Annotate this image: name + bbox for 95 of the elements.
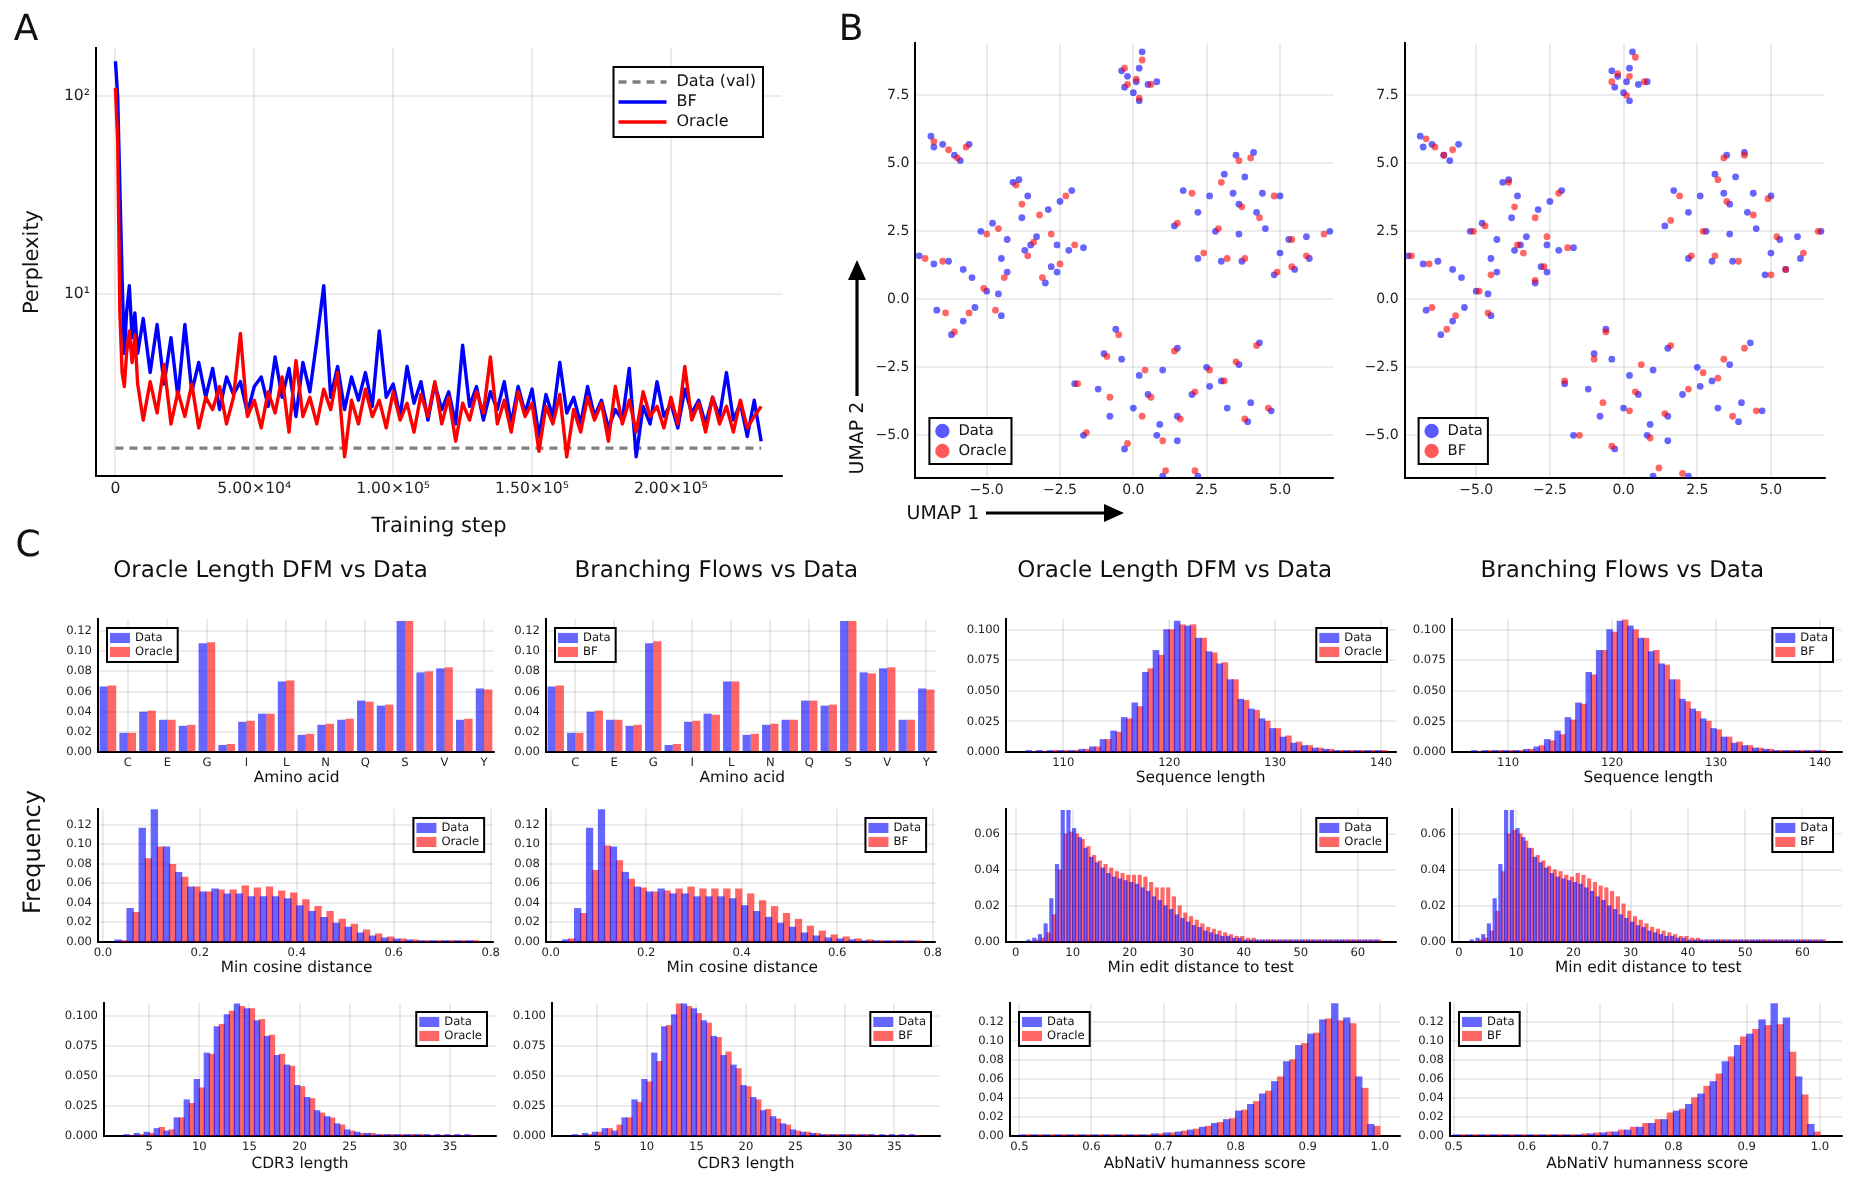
bar (782, 720, 791, 752)
bar (848, 621, 858, 752)
bar (337, 720, 347, 752)
bar (731, 682, 741, 752)
bar (425, 671, 434, 752)
bar (397, 621, 406, 752)
bar (684, 722, 693, 752)
bar (298, 735, 307, 752)
bar (167, 720, 177, 752)
chart-title: Oracle Length DFM vs Data (113, 554, 428, 583)
y-axis-title: Frequency (18, 789, 46, 914)
bar (238, 722, 248, 752)
bar (258, 714, 267, 752)
bar (108, 686, 117, 752)
bar (743, 735, 752, 752)
bar (227, 744, 236, 752)
legend-label: BF (676, 92, 698, 111)
bar (199, 643, 208, 752)
bar (207, 642, 216, 752)
bar (456, 720, 465, 752)
bar (899, 720, 908, 752)
bar (385, 705, 395, 752)
bar (139, 712, 149, 752)
bar (159, 720, 168, 752)
y-axis-title: UMAP 2 (845, 400, 868, 474)
bar (751, 734, 760, 752)
bar (614, 720, 624, 752)
bar (692, 721, 702, 752)
bar (128, 733, 137, 752)
bar (187, 725, 197, 752)
bar (704, 714, 713, 752)
bar (587, 712, 596, 752)
bar (770, 724, 780, 752)
bar (218, 745, 228, 752)
bar (723, 682, 732, 752)
bar (762, 725, 771, 752)
bar (416, 672, 426, 752)
bar (634, 725, 643, 752)
bar (907, 720, 916, 752)
chart-title: Oracle Length DFM vs Data (1017, 554, 1333, 583)
bar (673, 744, 682, 752)
bar (548, 687, 557, 752)
x-axis-title: UMAP 1 (906, 501, 980, 524)
bar (346, 719, 355, 752)
bar (278, 682, 287, 752)
bar (801, 701, 810, 752)
bar (556, 686, 565, 752)
bar (100, 687, 109, 752)
text: C (15, 524, 41, 566)
bar (266, 714, 276, 752)
bar (464, 719, 474, 752)
chart-title: Branching Flows vs Data (574, 554, 859, 583)
bar (645, 643, 654, 752)
bar (484, 690, 494, 752)
bar (829, 705, 838, 752)
bar (377, 706, 386, 752)
y-axis-title: Perplexity (19, 209, 44, 315)
legend-label: Oracle (676, 112, 729, 131)
bar (179, 726, 188, 752)
bar (595, 711, 604, 752)
bar (357, 701, 366, 752)
bar (306, 734, 315, 752)
bar (879, 668, 888, 752)
bar (317, 725, 327, 752)
bar (918, 689, 927, 752)
bar (821, 706, 830, 752)
bar (148, 711, 157, 752)
bar (626, 726, 635, 752)
legend-label: Data (val) (676, 72, 757, 91)
bar (445, 667, 454, 752)
bar (665, 745, 674, 752)
bar (326, 724, 335, 752)
bar (809, 701, 819, 752)
x-axis-title: Training step (371, 512, 507, 537)
bar (365, 702, 375, 752)
bar (476, 689, 485, 752)
bar (575, 733, 585, 752)
bar (286, 681, 296, 752)
bar (436, 668, 446, 752)
bar (887, 667, 897, 752)
bar (405, 621, 414, 752)
text: B (838, 8, 864, 50)
chart-title: Branching Flows vs Data (1480, 554, 1765, 583)
text: A (13, 8, 39, 50)
bar (247, 721, 256, 752)
bar (567, 733, 576, 752)
bar (868, 673, 877, 752)
bar (840, 621, 849, 752)
bar (606, 720, 615, 752)
bar (653, 641, 663, 752)
bar (860, 672, 869, 752)
bar (712, 715, 721, 752)
bar (790, 720, 799, 752)
bar (119, 733, 129, 752)
bar (926, 690, 936, 752)
